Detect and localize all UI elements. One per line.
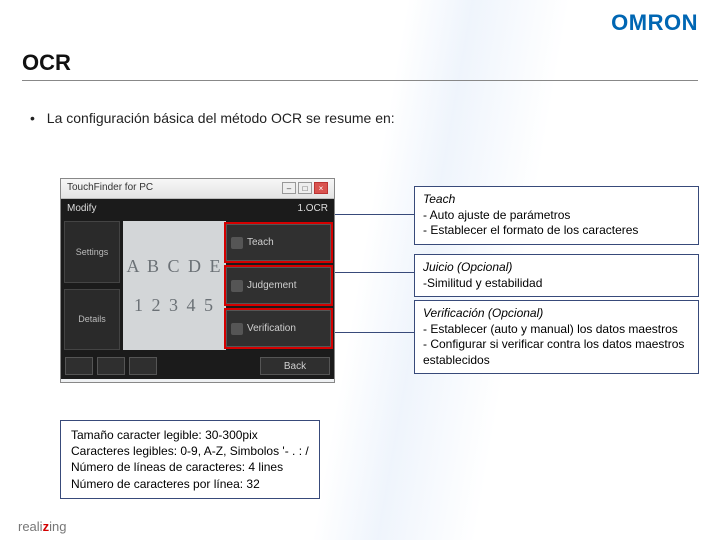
judgement-icon [231, 280, 243, 292]
page-title: OCR [22, 50, 71, 76]
bottom-icon-2 [97, 357, 125, 375]
right-button-verification: Verification [226, 310, 331, 347]
callout-teach-title: Teach [423, 192, 690, 208]
maximize-icon: □ [298, 182, 312, 194]
callout-verification-line1: - Establecer (auto y manual) los datos m… [423, 322, 690, 338]
bullet-dot: • [30, 110, 35, 126]
window-title-text: TouchFinder for PC [67, 182, 153, 195]
screenshot-toprow: Modify 1.OCR [61, 199, 334, 218]
right-button-judgement-label: Judgement [247, 280, 296, 291]
title-rule [22, 80, 698, 81]
callout-teach-line1: - Auto ajuste de parámetros [423, 208, 690, 224]
screenshot-body: Settings Details A B C D E 1 2 3 4 5 Tea… [61, 218, 334, 353]
screenshot-bottom-bar: Back [61, 353, 334, 379]
sample-text-letters: A B C D E [126, 256, 222, 277]
minimize-icon: – [282, 182, 296, 194]
left-button-settings: Settings [64, 221, 120, 283]
intro-text: La configuración básica del método OCR s… [47, 110, 395, 126]
sample-text-numbers: 1 2 3 4 5 [134, 295, 215, 316]
back-button: Back [260, 357, 330, 375]
footer-logo: realizing [18, 519, 66, 534]
leader-line-judgement [333, 272, 414, 273]
window-titlebar: TouchFinder for PC – □ × [61, 179, 334, 199]
teach-icon [231, 237, 243, 249]
callout-judgement-title: Juicio (Opcional) [423, 260, 690, 276]
leader-line-teach [333, 214, 414, 215]
footer-post: ing [49, 519, 66, 534]
toprow-left: Modify [67, 203, 96, 214]
specs-line3: Número de líneas de caracteres: 4 lines [71, 459, 309, 475]
specs-line4: Número de caracteres por línea: 32 [71, 476, 309, 492]
footer-pre: reali [18, 519, 43, 534]
screenshot-right-column: Teach Judgement Verification [226, 218, 334, 353]
toprow-right: 1.OCR [297, 203, 328, 214]
callout-teach: Teach - Auto ajuste de parámetros - Esta… [414, 186, 699, 245]
specs-line1: Tamaño caracter legible: 30-300pix [71, 427, 309, 443]
intro-bullet: • La configuración básica del método OCR… [30, 110, 395, 126]
app-screenshot: TouchFinder for PC – □ × Modify 1.OCR Se… [60, 178, 335, 383]
callout-judgement: Juicio (Opcional) -Similitud y estabilid… [414, 254, 699, 297]
screenshot-preview: A B C D E 1 2 3 4 5 [123, 221, 226, 350]
brand-logo: OMRON [611, 10, 698, 36]
bottom-icon-3 [129, 357, 157, 375]
callout-verification: Verificación (Opcional) - Establecer (au… [414, 300, 699, 374]
left-button-details: Details [64, 289, 120, 351]
specs-line2: Caracteres legibles: 0-9, A-Z, Simbolos … [71, 443, 309, 459]
bottom-icon-1 [65, 357, 93, 375]
right-button-teach: Teach [226, 224, 331, 261]
callout-verification-line2: - Configurar si verificar contra los dat… [423, 337, 690, 368]
right-button-teach-label: Teach [247, 237, 274, 248]
callout-verification-title: Verificación (Opcional) [423, 306, 690, 322]
specs-box: Tamaño caracter legible: 30-300pix Carac… [60, 420, 320, 499]
right-button-judgement: Judgement [226, 267, 331, 304]
leader-line-verification [333, 332, 414, 333]
screenshot-left-column: Settings Details [61, 218, 123, 353]
callout-teach-line2: - Establecer el formato de los caractere… [423, 223, 690, 239]
verification-icon [231, 323, 243, 335]
close-icon: × [314, 182, 328, 194]
callout-judgement-line1: -Similitud y estabilidad [423, 276, 690, 292]
right-button-verification-label: Verification [247, 323, 296, 334]
window-controls: – □ × [282, 182, 328, 195]
